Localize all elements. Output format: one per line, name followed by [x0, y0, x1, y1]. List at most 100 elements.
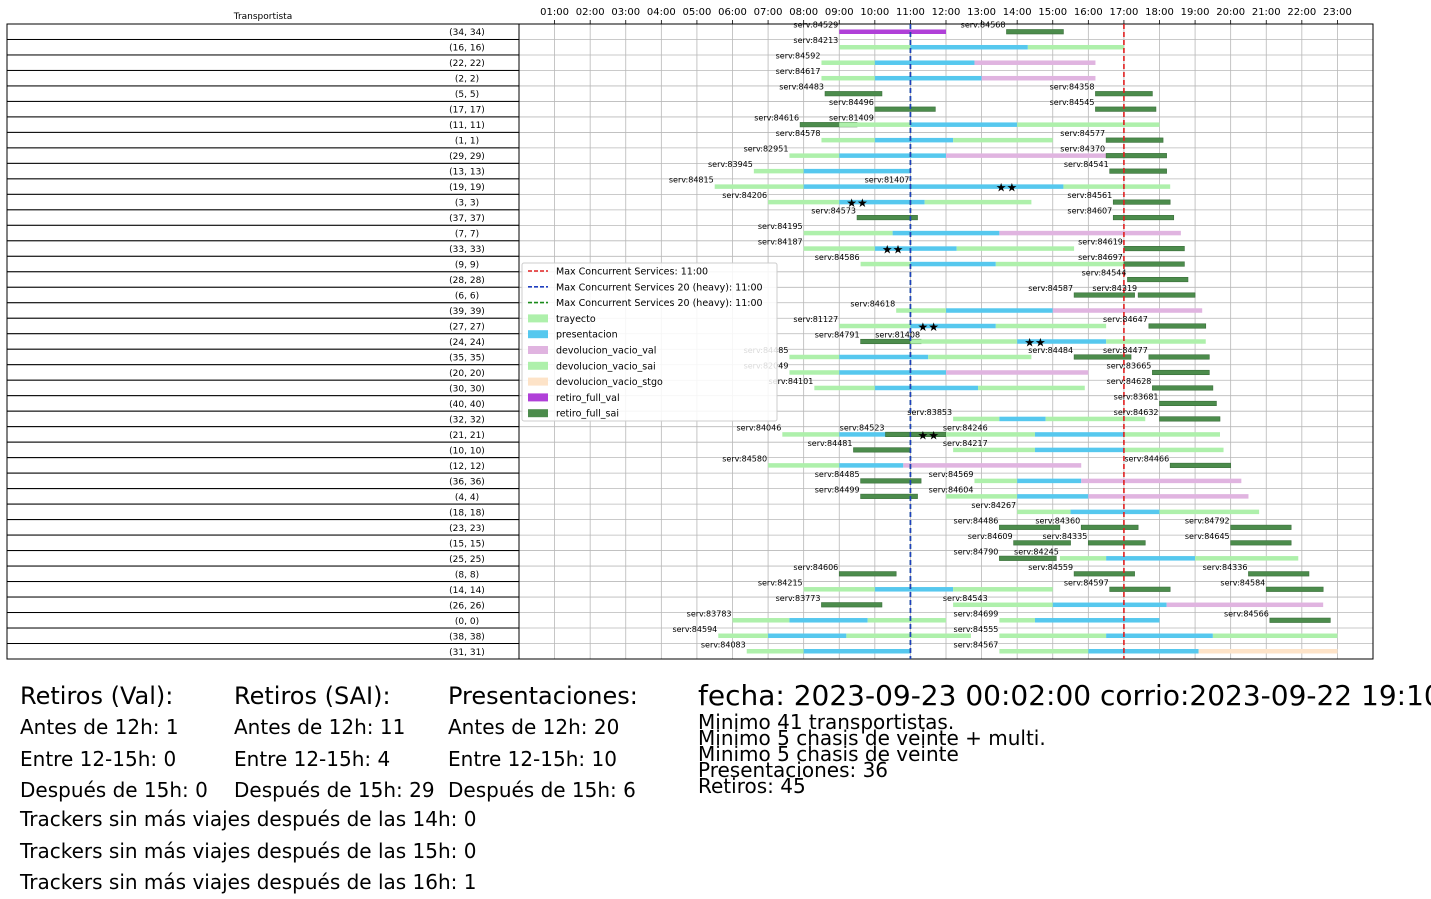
table-row-label: (26, 26) [449, 601, 485, 611]
segment-retiro_full_sai [860, 478, 922, 484]
service-label: serv:84481 [808, 439, 853, 448]
segment-devolucion_vacio_val [903, 463, 1082, 468]
table-row-label: (15, 15) [449, 539, 485, 549]
segment-devolucion_vacio_val [946, 370, 1089, 375]
presentaciones-12-15: Entre 12-15h: 10 [448, 746, 617, 771]
segment-presentacion [1070, 509, 1160, 515]
service-label: serv:82951 [744, 145, 789, 154]
x-tick-label: 11:00 [896, 7, 925, 18]
table-row [6, 519, 520, 536]
segment-retiro_full_sai [1248, 571, 1310, 577]
table-row-label: (10, 10) [449, 446, 485, 456]
x-tick-label: 05:00 [683, 7, 712, 18]
service-label: serv:84541 [1064, 160, 1109, 169]
segment-presentacion [1017, 494, 1089, 499]
x-tick-label: 09:00 [825, 7, 854, 18]
segment-retiro_full_sai [1152, 385, 1214, 391]
segment-devolucion_vacio_val [1081, 478, 1242, 484]
segment-retiro_full_sai [1159, 416, 1221, 422]
segment-retiro_full_sai [1088, 540, 1146, 546]
segment-devolucion_vacio_val [1166, 602, 1324, 608]
table-row-label: (8, 8) [455, 570, 479, 580]
x-tick-label: 08:00 [789, 7, 818, 18]
segment-devolucion_vacio_val [1088, 494, 1249, 499]
x-tick-label: 02:00 [576, 7, 605, 18]
service-label: serv:84632 [1114, 408, 1159, 417]
segment-trayecto [803, 587, 875, 592]
table-row [6, 534, 520, 552]
info-chasis-veinte: Minimo 5 chasis de veinte [698, 742, 959, 766]
table-row-label: (3, 3) [455, 199, 479, 209]
segment-retiro_full_sai [1152, 369, 1210, 376]
segment-trayecto [1123, 447, 1224, 453]
x-tick-label: 06:00 [718, 7, 747, 18]
table-row [6, 596, 520, 614]
retiros-val-title: Retiros (Val): [20, 682, 174, 710]
table-row [6, 178, 520, 195]
segment-retiro_full_sai [860, 493, 918, 499]
legend-entry-label: retiro_full_sai [556, 409, 619, 420]
table-row [6, 69, 520, 87]
table-row [6, 116, 520, 133]
service-label: serv:83681 [1114, 392, 1159, 401]
legend-entry-label: retiro_full_val [556, 393, 620, 404]
segment-presentacion [1034, 432, 1124, 437]
segment-retiro_full_sai [821, 602, 883, 608]
table-row-label: (32, 32) [449, 415, 485, 425]
service-label: serv:81407 [865, 176, 910, 185]
table-row-label: (13, 13) [449, 168, 485, 178]
service-label: serv:84543 [943, 594, 988, 603]
segment-presentacion [874, 75, 982, 81]
service-label: serv:84477 [1103, 346, 1148, 355]
service-label: serv:84790 [954, 547, 999, 556]
x-tick-label: 22:00 [1287, 7, 1316, 18]
retiros-sai-title: Retiros (SAI): [234, 682, 391, 710]
service-label: serv:81127 [793, 315, 838, 324]
table-row [6, 441, 520, 459]
priority-star-marker: ★★ [917, 428, 939, 442]
table-row-label: (38, 38) [449, 632, 485, 642]
segment-trayecto [782, 432, 840, 437]
legend-entry-label: trayecto [556, 314, 596, 325]
table-row [6, 581, 520, 598]
table-row [6, 100, 520, 118]
service-label: serv:84499 [815, 485, 860, 494]
table-row [6, 364, 520, 381]
segment-trayecto [999, 633, 1107, 639]
segment-trayecto [999, 618, 1035, 623]
segment-retiro_full_sai [1123, 246, 1185, 252]
service-label: serv:84544 [1082, 269, 1127, 278]
table-row [6, 302, 520, 319]
table-row [6, 379, 520, 397]
segment-retiro_full_sai [1112, 199, 1171, 205]
segment-presentacion [839, 432, 886, 437]
x-tick-label: 23:00 [1323, 7, 1352, 18]
segment-presentacion [803, 649, 911, 654]
segment-trayecto [867, 618, 946, 623]
segment-devolucion_vacio_val [946, 153, 1107, 158]
segment-trayecto [718, 633, 769, 639]
service-label: serv:84485 [815, 470, 860, 479]
legend-patch-swatch [528, 330, 548, 339]
segment-presentacion [1052, 602, 1167, 608]
segment-retiro_full_sai [1006, 29, 1064, 35]
retiros-val-before-12: Antes de 12h: 1 [20, 715, 179, 739]
segment-trayecto [814, 385, 875, 391]
segment-devolucion_vacio_val [974, 60, 1096, 65]
service-label: serv:84791 [815, 331, 860, 340]
segment-presentacion [1088, 649, 1199, 654]
segment-retiro_full_sai [1230, 524, 1292, 530]
segment-trayecto [910, 339, 1018, 344]
segment-trayecto [768, 463, 840, 468]
x-tick-label: 13:00 [967, 7, 996, 18]
table-row-label: (20, 20) [449, 369, 485, 379]
service-label: serv:84496 [829, 98, 874, 107]
service-label: serv:84594 [672, 625, 717, 634]
segment-retiro_full_sai [856, 215, 918, 221]
table-row [6, 348, 520, 366]
table-row-label: (31, 31) [449, 648, 485, 658]
segment-trayecto [928, 354, 1032, 360]
service-label: serv:84195 [758, 222, 803, 231]
segment-trayecto [714, 184, 804, 189]
table-row-label: (1, 1) [455, 137, 479, 147]
